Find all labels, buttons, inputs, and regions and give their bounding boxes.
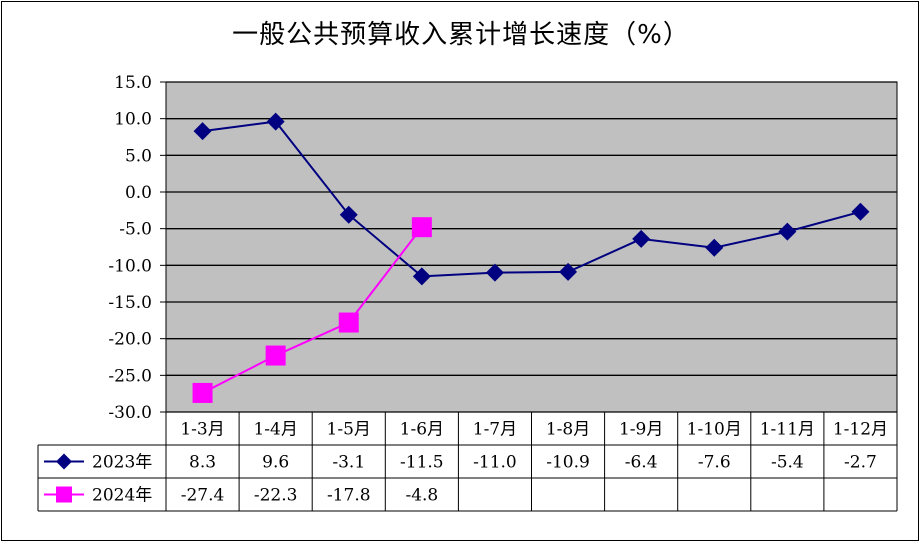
square-marker xyxy=(192,382,213,403)
table-value: 8.3 xyxy=(189,453,216,473)
table-value: -7.6 xyxy=(698,453,731,473)
square-marker xyxy=(411,217,432,238)
x-category-label: 1-4月 xyxy=(253,420,297,440)
x-category-label: 1-6月 xyxy=(400,420,444,440)
x-category-label: 1-5月 xyxy=(327,420,371,440)
y-tick-label: -5.0 xyxy=(119,220,152,240)
square-marker xyxy=(56,486,72,503)
x-category-label: 1-7月 xyxy=(473,420,517,440)
y-tick-label: -30.0 xyxy=(108,403,152,423)
y-tick-label: 5.0 xyxy=(125,146,152,166)
series-line-1 xyxy=(202,226,423,394)
diamond-marker xyxy=(266,112,285,131)
table-value: -3.1 xyxy=(332,453,365,473)
x-category-label: 1-9月 xyxy=(619,420,663,440)
diamond-marker xyxy=(559,262,578,281)
x-category-label: 1-3月 xyxy=(180,420,224,440)
diamond-marker xyxy=(193,122,212,141)
diamond-marker xyxy=(485,263,504,282)
series-markers xyxy=(192,112,870,403)
diamond-marker xyxy=(705,238,724,257)
data-table: 1-3月 1-4月 1-5月 1-6月 1-7月 1-8月 1-9月 1-10月 1-11月 1-… xyxy=(37,411,898,512)
diamond-marker xyxy=(339,205,358,224)
table-value: -10.9 xyxy=(546,453,590,473)
x-category-label: 1-11月 xyxy=(760,420,815,440)
table-value: -2.7 xyxy=(844,453,877,473)
x-category-label: 1-8月 xyxy=(546,420,590,440)
diamond-marker xyxy=(632,229,651,248)
diamond-marker xyxy=(56,453,72,470)
series-lines xyxy=(202,120,861,394)
table-value: -11.5 xyxy=(400,453,444,473)
square-marker xyxy=(338,312,359,333)
chart-title: 一般公共预算收入累计增长速度（%） xyxy=(232,20,690,50)
y-axis-ticks: 15.0 10.0 5.0 0.0 -5.0 -10.0 -15.0 -20.0 -25.0 -3… xyxy=(108,73,152,423)
table-value: -11.0 xyxy=(473,453,517,473)
y-tick-label: 0.0 xyxy=(125,183,152,203)
y-tick-label: 10.0 xyxy=(114,110,152,130)
table-value: -5.4 xyxy=(771,453,804,473)
table-value: -17.8 xyxy=(327,486,371,506)
diamond-marker xyxy=(412,267,431,286)
diamond-marker xyxy=(778,222,797,241)
table-value: -6.4 xyxy=(625,453,658,473)
series-line-0 xyxy=(202,120,861,278)
table-value: 9.6 xyxy=(262,453,289,473)
table-value: -27.4 xyxy=(181,486,225,506)
y-tick-label: -15.0 xyxy=(108,293,152,313)
x-category-label: 1-10月 xyxy=(687,420,742,440)
legend-series-name: 2023年 xyxy=(92,453,152,473)
table-value: -4.8 xyxy=(405,486,438,506)
y-tick-label: -25.0 xyxy=(108,366,152,386)
y-tick-label: -10.0 xyxy=(108,256,152,276)
legend-series-name: 2024年 xyxy=(92,486,152,506)
x-category-label: 1-12月 xyxy=(833,420,888,440)
diamond-marker xyxy=(851,202,870,221)
y-tick-label: -20.0 xyxy=(108,330,152,350)
y-tick-label: 15.0 xyxy=(114,73,152,93)
table-value: -22.3 xyxy=(254,486,298,506)
square-marker xyxy=(265,345,286,366)
